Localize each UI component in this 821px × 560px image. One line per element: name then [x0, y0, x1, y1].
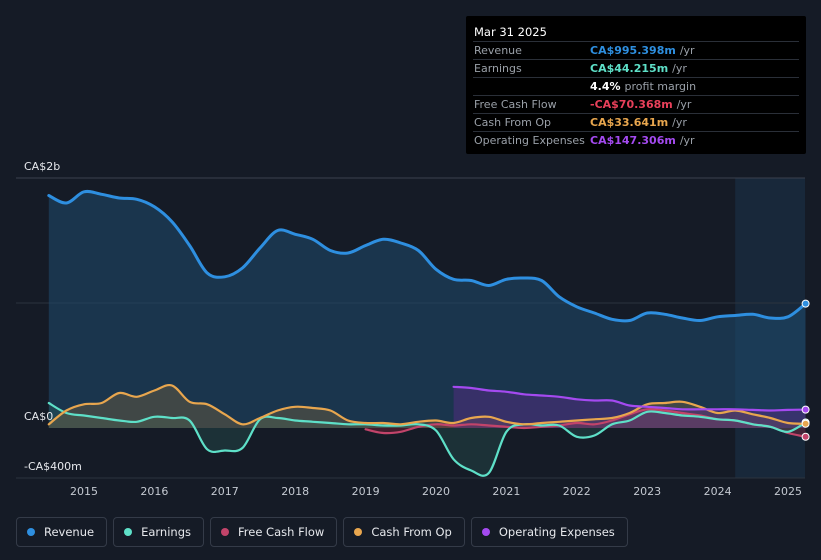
y-axis-label: CA$2b [24, 160, 60, 173]
tooltip-label [473, 78, 590, 95]
x-axis-label: 2019 [352, 485, 380, 498]
tooltip-unit: /yr [672, 116, 687, 129]
legend-label: Operating Expenses [498, 525, 615, 539]
tooltip-value: CA$33.641m [590, 116, 669, 129]
y-axis-labels: CA$2b CA$0 -CA$400m [24, 160, 82, 473]
legend-label: Cash From Op [371, 525, 452, 539]
chart-legend: Revenue Earnings Free Cash Flow Cash Fro… [16, 517, 628, 547]
x-axis-label: 2024 [704, 485, 732, 498]
tooltip-value: -CA$70.368m [590, 98, 673, 111]
x-axis-label: 2023 [633, 485, 661, 498]
legend-dot-icon [221, 528, 229, 536]
x-axis-label: 2025 [774, 485, 802, 498]
series-endpoints [801, 299, 810, 441]
series-areas [48, 191, 806, 476]
y-axis-label: -CA$400m [24, 460, 82, 473]
revenue-area [48, 191, 806, 428]
revenue-endpoint [801, 299, 810, 308]
tooltip-value: CA$995.398m [590, 44, 676, 57]
legend-item-revenue[interactable]: Revenue [16, 517, 108, 547]
tooltip-value: 4.4% [590, 80, 621, 93]
earnings-line [47, 401, 807, 477]
tooltip-unit: /yr [679, 134, 695, 147]
y-axis-label: CA$0 [24, 410, 53, 423]
fcf-endpoint [801, 432, 810, 441]
x-axis-label: 2020 [422, 485, 450, 498]
legend-label: Earnings [141, 525, 191, 539]
tooltip-label: Earnings [474, 62, 522, 75]
x-axis-label: 2022 [563, 485, 591, 498]
cfo-endpoint [801, 419, 810, 428]
x-axis-label: 2015 [70, 485, 98, 498]
data-tooltip: Mar 31 2025 Revenue CA$995.398m /yr Earn… [466, 16, 806, 154]
opex-endpoint [801, 405, 810, 414]
tooltip-unit: /yr [679, 44, 695, 57]
legend-dot-icon [124, 528, 133, 536]
legend-dot-icon [27, 528, 35, 536]
tooltip-label: Operating Expenses [474, 134, 585, 147]
legend-dot-icon [354, 528, 363, 536]
tooltip-row-earnings: Earnings CA$44.215m /yr [473, 59, 799, 77]
x-axis-label: 2016 [140, 485, 168, 498]
legend-dot-icon [481, 528, 490, 536]
opex-area [453, 386, 806, 428]
tooltip-label: Cash From Op [474, 116, 552, 129]
cfo-line [47, 383, 807, 426]
x-axis-label: 2017 [211, 485, 239, 498]
tooltip-row-margin: 4.4% profit margin [473, 77, 799, 95]
x-axis-label: 2021 [492, 485, 520, 498]
tooltip-unit: /yr [676, 98, 692, 111]
x-axis-label: 2018 [281, 485, 309, 498]
tooltip-row-revenue: Revenue CA$995.398m /yr [473, 41, 799, 59]
legend-item-earnings[interactable]: Earnings [113, 517, 204, 547]
tooltip-row-fcf: Free Cash Flow -CA$70.368m /yr [473, 95, 799, 113]
opex-line [452, 385, 807, 412]
x-axis-labels: 2015 2016 2017 2018 2019 2020 2021 2022 2023 2024… [70, 485, 802, 498]
tooltip-row-opex: Operating Expenses CA$147.306m /yr [473, 131, 799, 149]
revenue-line [47, 189, 808, 323]
tooltip-unit: profit margin [624, 80, 697, 93]
legend-item-opex[interactable]: Operating Expenses [470, 517, 628, 547]
series-lines [47, 189, 808, 477]
tooltip-value: CA$44.215m [590, 62, 669, 75]
legend-item-cfo[interactable]: Cash From Op [343, 517, 465, 547]
tooltip-label: Revenue [474, 44, 522, 57]
tooltip-date: Mar 31 2025 [474, 25, 547, 39]
tooltip-unit: /yr [672, 62, 687, 75]
tooltip-label: Free Cash Flow [474, 98, 557, 111]
legend-label: Revenue [44, 525, 95, 539]
legend-item-fcf[interactable]: Free Cash Flow [210, 517, 338, 547]
legend-label: Free Cash Flow [238, 525, 325, 539]
tooltip-row-cfo: Cash From Op CA$33.641m /yr [473, 113, 799, 131]
tooltip-value: CA$147.306m [590, 134, 676, 147]
